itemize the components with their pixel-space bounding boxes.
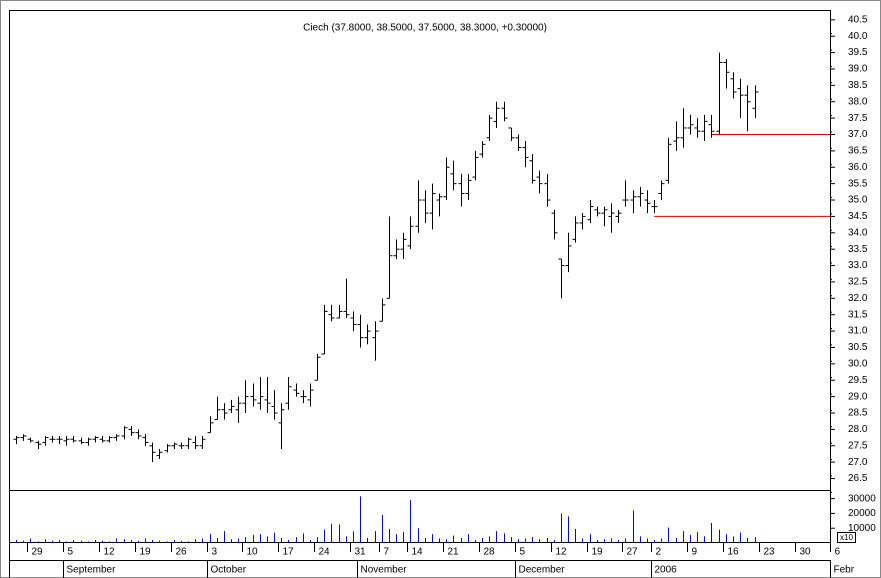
y-tick-label: 30.0 bbox=[848, 358, 868, 369]
y-tick-label: 27.5 bbox=[848, 440, 868, 451]
x-tick-label: 6 bbox=[835, 547, 841, 558]
y-tick-label: 26.5 bbox=[848, 473, 868, 484]
y-tick-label: 37.0 bbox=[848, 129, 868, 140]
x-tick-label: 14 bbox=[412, 547, 424, 558]
x-tick-label: 30 bbox=[800, 547, 812, 558]
y-tick-label: 33.5 bbox=[848, 244, 868, 255]
y-tick-label: 32.5 bbox=[848, 277, 868, 288]
x-tick-label: 7 bbox=[384, 547, 390, 558]
y2-tick-label: 10000 bbox=[848, 523, 876, 534]
y-tick-label: 35.5 bbox=[848, 178, 868, 189]
y-tick-label: 39.0 bbox=[848, 64, 868, 75]
y-tick-label: 34.5 bbox=[848, 211, 868, 222]
y-tick-label: 36.5 bbox=[848, 146, 868, 157]
y-tick-label: 28.0 bbox=[848, 424, 868, 435]
y-tick-label: 30.5 bbox=[848, 342, 868, 353]
y-tick-label: 27.0 bbox=[848, 457, 868, 468]
x-tick-label: 12 bbox=[104, 547, 116, 558]
x-tick-label: 27 bbox=[627, 547, 639, 558]
y-tick-label: 36.0 bbox=[848, 162, 868, 173]
x-tick-label: 23 bbox=[764, 547, 776, 558]
y-tick-label: 40.0 bbox=[848, 31, 868, 42]
x-tick-label: 5 bbox=[68, 547, 74, 558]
y-tick-label: 35.0 bbox=[848, 195, 868, 206]
y-tick-label: 33.0 bbox=[848, 260, 868, 271]
y2-tick-label: 20000 bbox=[848, 508, 876, 519]
y-tick-label: 38.0 bbox=[848, 96, 868, 107]
y-tick-label: 31.0 bbox=[848, 326, 868, 337]
x-tick-label: 21 bbox=[448, 547, 460, 558]
volume-unit: x10 bbox=[840, 533, 853, 542]
y-tick-label: 37.5 bbox=[848, 113, 868, 124]
y-tick-label: 28.5 bbox=[848, 408, 868, 419]
chart-title: Ciech (37.8000, 38.5000, 37.5000, 38.300… bbox=[303, 23, 547, 34]
y-tick-label: 39.5 bbox=[848, 47, 868, 58]
month-label: December bbox=[519, 565, 566, 576]
x-tick-label: 10 bbox=[247, 547, 259, 558]
x-tick-label: 31 bbox=[355, 547, 367, 558]
volume-unit-box bbox=[837, 532, 856, 543]
y-tick-label: 40.5 bbox=[848, 14, 868, 25]
y-tick-label: 34.0 bbox=[848, 227, 868, 238]
x-tick-label: 19 bbox=[592, 547, 604, 558]
month-label: November bbox=[361, 565, 408, 576]
month-label: 2006 bbox=[655, 565, 678, 576]
x-tick-label: 2 bbox=[656, 547, 662, 558]
y-tick-label: 29.5 bbox=[848, 375, 868, 386]
month-label: Febr bbox=[834, 565, 855, 576]
y-tick-label: 32.0 bbox=[848, 293, 868, 304]
x-tick-label: 9 bbox=[692, 547, 698, 558]
x-tick-label: 3 bbox=[212, 547, 218, 558]
x-tick-label: 19 bbox=[140, 547, 152, 558]
x-tick-label: 29 bbox=[32, 547, 44, 558]
month-label: October bbox=[211, 565, 247, 576]
x-tick-label: 12 bbox=[556, 547, 568, 558]
y-tick-label: 38.5 bbox=[848, 80, 868, 91]
x-tick-label: 26 bbox=[176, 547, 188, 558]
y-tick-label: 29.0 bbox=[848, 391, 868, 402]
plot-border bbox=[9, 10, 831, 543]
y-tick-label: 31.5 bbox=[848, 309, 868, 320]
x-tick-label: 17 bbox=[283, 547, 295, 558]
x-tick-label: 24 bbox=[319, 547, 331, 558]
y2-tick-label: 30000 bbox=[848, 493, 876, 504]
month-label: September bbox=[67, 565, 117, 576]
x-tick-label: 16 bbox=[728, 547, 740, 558]
x-tick-label: 28 bbox=[484, 547, 496, 558]
x-tick-label: 5 bbox=[520, 547, 526, 558]
